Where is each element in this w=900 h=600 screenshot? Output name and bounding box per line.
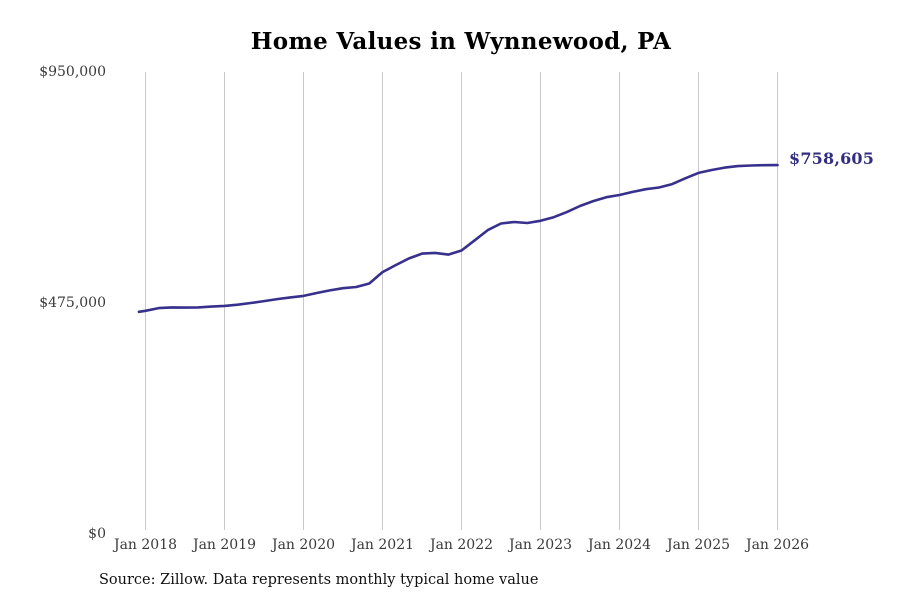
chart-title: Home Values in Wynnewood, PA xyxy=(250,28,672,55)
y-tick-label: $0 xyxy=(88,526,106,542)
x-tick-label: Jan 2019 xyxy=(192,537,257,553)
x-tick-label: Jan 2018 xyxy=(113,537,178,553)
source-note: Source: Zillow. Data represents monthly … xyxy=(99,572,539,588)
x-tick-label: Jan 2023 xyxy=(508,537,573,553)
x-tick-label: Jan 2022 xyxy=(429,537,494,553)
x-tick-label: Jan 2020 xyxy=(271,537,336,553)
home-value-series-line xyxy=(137,163,779,314)
latest-value-label: $758,605 xyxy=(789,149,875,168)
x-tick-label: Jan 2021 xyxy=(350,537,415,553)
x-tick-label: Jan 2024 xyxy=(587,537,652,553)
y-tick-label: $475,000 xyxy=(39,295,106,311)
x-tick-label: Jan 2025 xyxy=(666,537,731,553)
y-tick-label: $950,000 xyxy=(39,64,106,80)
vertical-gridlines xyxy=(145,72,778,530)
x-tick-label: Jan 2026 xyxy=(745,537,810,553)
